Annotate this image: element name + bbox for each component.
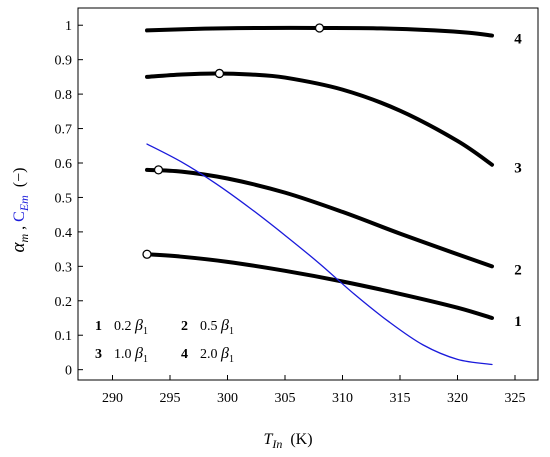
- series-line-2: [145, 167, 494, 269]
- y-tick-label: 0.7: [55, 123, 73, 138]
- legend-beta-symbol: β: [220, 345, 229, 362]
- legend-value-number: 0.5: [200, 319, 221, 334]
- legend-beta-subscript: 1: [229, 354, 234, 365]
- y-tick-label: 0.2: [55, 295, 73, 310]
- y-tick-label: 0.3: [55, 260, 73, 275]
- y-tick-label: 1: [65, 19, 72, 34]
- y-axis-title-unit: (−): [11, 167, 28, 187]
- legend-number: 2: [181, 319, 188, 334]
- x-axis-title: TIn (K): [263, 431, 312, 451]
- series-line-1: [145, 252, 494, 320]
- series-line-4: [145, 25, 494, 38]
- series-marker-4: [314, 23, 325, 33]
- x-tick-label: 315: [390, 391, 411, 406]
- legend-beta-symbol: β: [220, 317, 229, 334]
- y-axis-title: αm , CEm (−): [8, 167, 31, 252]
- x-tick-label: 310: [332, 391, 353, 406]
- y-tick-label: 0: [65, 364, 72, 379]
- legend-number: 4: [181, 347, 188, 362]
- series-marker-2: [153, 165, 164, 175]
- legend-beta-subscript: 1: [143, 354, 148, 365]
- x-tick-label: 290: [102, 391, 123, 406]
- legend: 1 0.2 β1 2 0.5 β13 1.0 β1 4 2.0 β1: [95, 317, 234, 365]
- legend-number: 1: [95, 319, 102, 334]
- x-tick-label: 295: [160, 391, 181, 406]
- y-axis-title-alpha-sub: m: [17, 234, 31, 243]
- legend-beta-symbol: β: [134, 317, 143, 334]
- plot-border: [77, 7, 539, 381]
- legend-value: 1.0 β1: [114, 345, 148, 365]
- y-tick-label: 0.4: [55, 226, 73, 241]
- x-axis: 290 295 300 305 310 315 320 325: [102, 375, 526, 406]
- series-marker-3: [214, 68, 225, 79]
- legend-value: 2.0 β1: [200, 345, 234, 365]
- y-axis-title-separator: ,: [11, 222, 28, 234]
- legend-value-number: 2.0: [200, 347, 221, 362]
- y-tick-label: 0.8: [55, 88, 73, 103]
- curve-labels: 1 2 3 4: [514, 32, 522, 330]
- legend-beta-symbol: β: [134, 345, 143, 362]
- x-axis-title-subscript: In: [271, 437, 282, 451]
- x-tick-label: 300: [217, 391, 238, 406]
- y-tick-label: 0.9: [55, 54, 73, 69]
- legend-value-number: 1.0: [114, 347, 135, 362]
- y-axis-title-c-sub: Em: [17, 195, 31, 212]
- plot-frame: [77, 7, 539, 381]
- x-axis-title-symbol: T: [263, 431, 273, 448]
- x-tick-label: 320: [447, 391, 468, 406]
- series-layer: [145, 25, 494, 366]
- series-line-3: [145, 71, 494, 167]
- y-tick-label: 0.5: [55, 191, 73, 206]
- legend-value-number: 0.2: [114, 319, 135, 334]
- curve-label-3: 3: [514, 161, 522, 177]
- curve-label-2: 2: [514, 262, 522, 278]
- legend-beta-subscript: 1: [229, 326, 234, 337]
- y-axis-title-c: C: [11, 211, 28, 222]
- x-tick-label: 325: [505, 391, 526, 406]
- x-axis-title-unit: (K): [290, 431, 312, 448]
- marker-layer: [142, 23, 325, 259]
- curve-label-4: 4: [514, 32, 522, 48]
- legend-beta-subscript: 1: [143, 326, 148, 337]
- y-tick-label: 0.1: [55, 329, 73, 344]
- y-axis-title-alpha: α: [8, 242, 29, 253]
- y-tick-label: 0.6: [55, 157, 73, 172]
- y-axis: 0 0.1 0.2 0.3 0.4 0.5 0.6 0.7 0.8 0.9 1: [55, 19, 83, 379]
- series-line-cem: [146, 143, 493, 366]
- series-marker-1: [142, 249, 152, 259]
- legend-value: 0.5 β1: [200, 317, 234, 337]
- x-tick-label: 305: [275, 391, 296, 406]
- curve-label-1: 1: [514, 314, 522, 330]
- legend-number: 3: [95, 347, 102, 362]
- legend-value: 0.2 β1: [114, 317, 148, 337]
